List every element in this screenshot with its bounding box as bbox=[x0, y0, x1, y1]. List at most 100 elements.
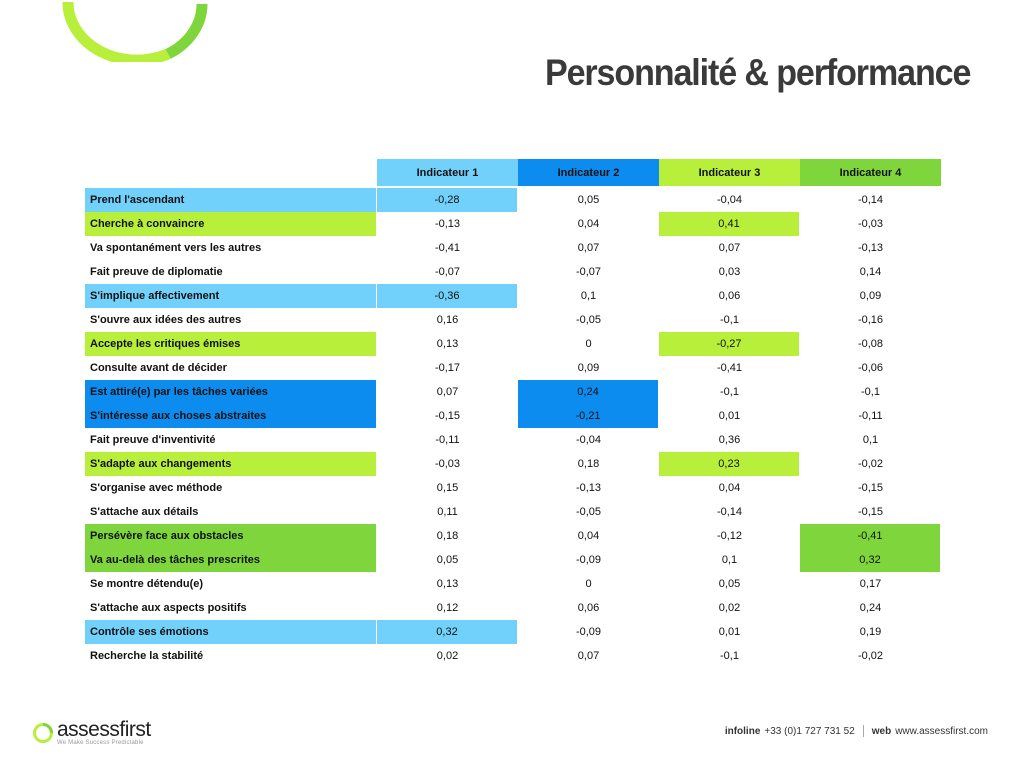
value-cell: 0,13 bbox=[436, 338, 459, 350]
row-label: Fait preuve d'inventivité bbox=[90, 434, 216, 446]
value-cell: 0,11 bbox=[437, 506, 458, 518]
table-row: Contrôle ses émotions 0,32 -0,09 0,01 0,19 bbox=[85, 620, 941, 644]
value-cell: -0,13 bbox=[857, 242, 884, 254]
value-cell: 0,01 bbox=[718, 410, 741, 422]
value-cell: 0,17 bbox=[859, 578, 882, 590]
row-label: Va spontanément vers les autres bbox=[90, 242, 262, 254]
brand-name: assessfirst bbox=[57, 718, 151, 741]
row-label: S'implique affectivement bbox=[85, 284, 377, 308]
row-label: Prend l'ascendant bbox=[85, 188, 377, 212]
table-row: Va spontanément vers les autres -0,41 0,07… bbox=[85, 236, 941, 260]
value-cell: -0,03 bbox=[857, 218, 884, 230]
table-row: Se montre détendu(e) 0,13 0 0,05 0,17 bbox=[85, 572, 941, 596]
row-label: Contrôle ses émotions bbox=[85, 620, 377, 644]
table-row: S'ouvre aux idées des autres 0,16 -0,05 -0,… bbox=[85, 308, 941, 332]
table-row: Persévère face aux obstacles 0,18 0,04 -0,1… bbox=[85, 524, 941, 548]
value-cell: 0,01 bbox=[718, 626, 741, 638]
value-cell: 0,15 bbox=[436, 482, 459, 494]
value-cell: -0,04 bbox=[716, 194, 743, 206]
contact-divider bbox=[862, 725, 864, 737]
value-cell: 0,06 bbox=[718, 290, 741, 302]
table-row: Va au-delà des tâches prescrites 0,05 -0,0… bbox=[85, 548, 941, 572]
value-cell: -0,14 bbox=[716, 506, 743, 518]
value-cell: -0,14 bbox=[857, 194, 884, 206]
value-cell: 0,18 bbox=[577, 458, 600, 470]
value-cell: 0,24 bbox=[859, 602, 882, 614]
value-cell: -0,12 bbox=[716, 530, 743, 542]
web-label: web bbox=[871, 725, 892, 737]
row-label: Fait preuve de diplomatie bbox=[90, 266, 223, 278]
value-cell: -0,15 bbox=[857, 506, 884, 518]
value-cell: 0,07 bbox=[718, 242, 741, 254]
row-label: Est attiré(e) par les tâches variées bbox=[85, 380, 377, 404]
header-spacer bbox=[85, 159, 377, 186]
header-indicateur-4: Indicateur 4 bbox=[800, 159, 941, 186]
infoline-value: +33 (0)1 727 731 52 bbox=[764, 725, 855, 737]
value-cell: -0,02 bbox=[857, 650, 884, 662]
value-cell: -0,05 bbox=[575, 506, 602, 518]
value-cell: 0,19 bbox=[859, 626, 882, 638]
value-cell: 0,06 bbox=[577, 602, 600, 614]
value-cell: 0,13 bbox=[436, 578, 459, 590]
value-cell: -0,15 bbox=[857, 482, 884, 494]
value-cell: -0,28 bbox=[377, 188, 518, 212]
value-cell: -0,41 bbox=[800, 524, 941, 548]
value-cell: -0,03 bbox=[434, 458, 461, 470]
table-row: Accepte les critiques émises 0,13 0 -0,27 -0… bbox=[85, 332, 941, 356]
value-cell: -0,1 bbox=[720, 314, 739, 326]
value-cell: -0,1 bbox=[720, 386, 739, 398]
value-cell: -0,21 bbox=[518, 404, 659, 428]
row-label: S'organise avec méthode bbox=[90, 482, 223, 494]
value-cell: 0,36 bbox=[718, 434, 741, 446]
table-row: S'organise avec méthode 0,15 -0,13 0,04 -0,1… bbox=[85, 476, 941, 500]
value-cell: -0,17 bbox=[434, 362, 461, 374]
value-cell: 0,1 bbox=[721, 554, 738, 566]
value-cell: -0,1 bbox=[861, 386, 880, 398]
table-row: S'implique affectivement -0,36 0,1 0,06 0,09 bbox=[85, 284, 941, 308]
table-row: Prend l'ascendant -0,28 0,05 -0,04 -0,14 bbox=[85, 188, 941, 212]
value-cell: 0,16 bbox=[436, 314, 459, 326]
table-row: S'adapte aux changements -0,03 0,18 0,23 -0,… bbox=[85, 452, 941, 476]
value-cell: -0,41 bbox=[434, 242, 461, 254]
value-cell: 0,04 bbox=[577, 218, 600, 230]
value-cell: 0,05 bbox=[577, 194, 600, 206]
row-label: Persévère face aux obstacles bbox=[85, 524, 377, 548]
value-cell: -0,13 bbox=[575, 482, 602, 494]
value-cell: -0,41 bbox=[716, 362, 743, 374]
value-cell: 0 bbox=[585, 578, 592, 590]
value-cell: 0,07 bbox=[577, 650, 600, 662]
value-cell: 0,04 bbox=[577, 530, 600, 542]
value-cell: 0,14 bbox=[859, 266, 882, 278]
infoline-label: infoline bbox=[724, 725, 761, 737]
row-label: S'attache aux aspects positifs bbox=[90, 602, 247, 614]
table-row: Fait preuve d'inventivité -0,11 -0,04 0,36 0… bbox=[85, 428, 941, 452]
table-row: S'attache aux détails 0,11 -0,05 -0,14 -0,15 bbox=[85, 500, 941, 524]
value-cell: 0,07 bbox=[577, 242, 600, 254]
correlation-table: Indicateur 1 Indicateur 2 Indicateur 3 I… bbox=[85, 159, 941, 668]
value-cell: 0,32 bbox=[800, 548, 941, 572]
value-cell: -0,06 bbox=[857, 362, 884, 374]
value-cell: 0,1 bbox=[580, 290, 597, 302]
table-row: S'intéresse aux choses abstraites -0,15 -0… bbox=[85, 404, 941, 428]
value-cell: -0,16 bbox=[857, 314, 884, 326]
value-cell: -0,07 bbox=[434, 266, 461, 278]
web-value: www.assessfirst.com bbox=[895, 725, 988, 737]
value-cell: -0,1 bbox=[720, 650, 739, 662]
header-indicateur-3: Indicateur 3 bbox=[659, 159, 800, 186]
value-cell: -0,27 bbox=[659, 332, 800, 356]
row-label: Va au-delà des tâches prescrites bbox=[85, 548, 377, 572]
value-cell: 0,02 bbox=[718, 602, 741, 614]
value-cell: 0,1 bbox=[862, 434, 879, 446]
table-header-row: Indicateur 1 Indicateur 2 Indicateur 3 I… bbox=[85, 159, 941, 186]
brand-tagline: We Make Success Predictable bbox=[57, 740, 144, 746]
header-indicateur-1: Indicateur 1 bbox=[377, 159, 518, 186]
row-label: S'ouvre aux idées des autres bbox=[90, 314, 242, 326]
brand-logo: assessfirst We Make Success Predictable bbox=[32, 718, 151, 746]
value-cell: 0,03 bbox=[718, 266, 741, 278]
row-label: Se montre détendu(e) bbox=[90, 578, 204, 590]
decorative-arc-icon bbox=[62, 1, 208, 62]
value-cell: -0,09 bbox=[575, 554, 602, 566]
value-cell: 0,09 bbox=[577, 362, 600, 374]
value-cell: 0,05 bbox=[718, 578, 741, 590]
assessfirst-ring-icon bbox=[33, 723, 53, 743]
